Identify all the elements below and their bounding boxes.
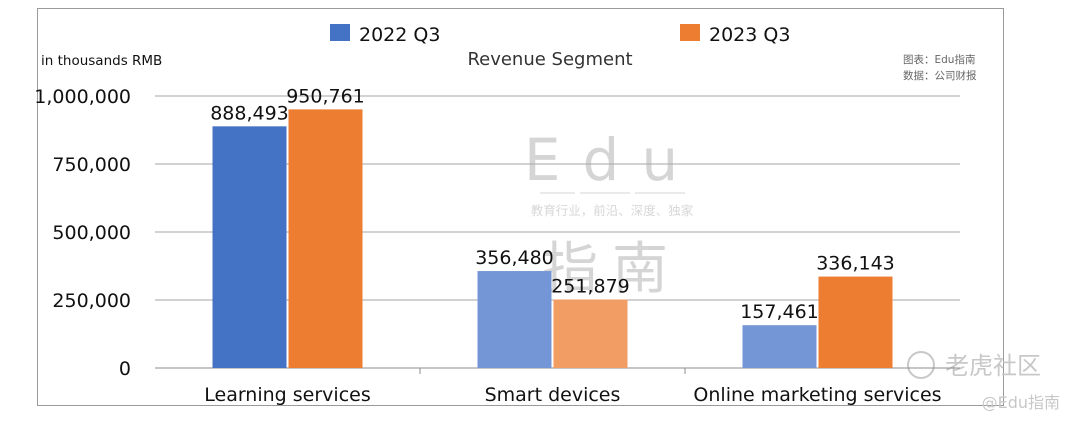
x-tick-label: Smart devices [485, 384, 621, 406]
y-tick-label: 250,000 [52, 290, 131, 312]
data-label: 251,879 [551, 275, 630, 297]
legend-label: 2022 Q3 [359, 24, 440, 46]
y-tick-label: 500,000 [52, 222, 131, 244]
y-tick-label: 750,000 [52, 154, 131, 176]
watermark-edu-text: Edu [524, 126, 700, 194]
x-tick-label: Learning services [204, 384, 370, 406]
x-tick-label: Online marketing services [693, 384, 941, 406]
data-label: 336,143 [816, 253, 895, 275]
forum-logo-icon [907, 351, 935, 379]
watermark: Edu 教育行业，前沿、深度、独家 指南 [524, 126, 700, 302]
data-label: 157,461 [740, 301, 819, 323]
forum-name: 老虎社区 [945, 352, 1041, 380]
bar-2022-0 [212, 126, 287, 369]
legend-swatch-1 [680, 24, 700, 41]
data-label: 950,761 [286, 85, 365, 107]
legend-swatch-0 [330, 24, 350, 41]
chart-credit: 图表：Edu指南 [903, 53, 975, 66]
data-label: 356,480 [475, 247, 554, 269]
watermark-tagline: 教育行业，前沿、深度、独家 [531, 203, 694, 218]
forum-mark: 老虎社区 [907, 351, 1041, 380]
chart-frame [37, 8, 1004, 406]
unit-label: in thousands RMB [41, 53, 162, 69]
data-source: 数据：公司财报 [903, 69, 977, 82]
y-tick-label: 1,000,000 [34, 86, 131, 108]
bar-2023-0 [288, 109, 363, 368]
author-handle: @Edu指南 [982, 393, 1060, 412]
chart-title: Revenue Segment [467, 49, 632, 70]
data-label: 888,493 [210, 102, 289, 124]
bar-2023-2 [818, 276, 893, 368]
y-tick-label: 0 [119, 358, 131, 380]
bar-2022-1 [477, 271, 552, 368]
legend-label: 2023 Q3 [709, 24, 790, 46]
bar-2022-2 [742, 325, 817, 368]
watermark-cn-text: 指南 [542, 237, 682, 302]
bar-2023-1 [553, 299, 628, 368]
